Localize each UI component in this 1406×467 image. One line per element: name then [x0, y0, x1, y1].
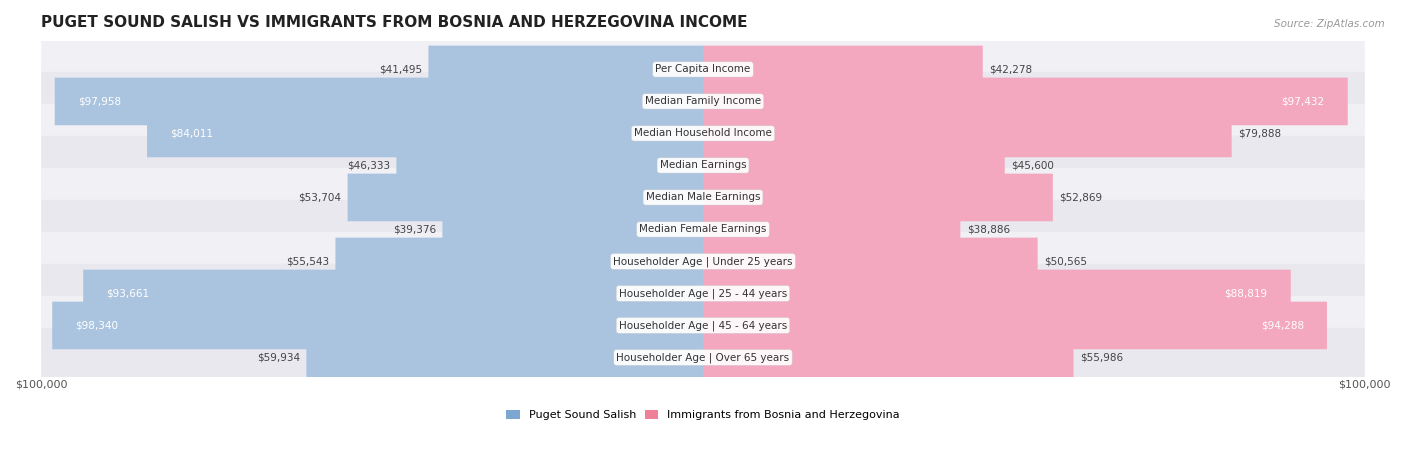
Text: $50,565: $50,565 [1045, 256, 1087, 267]
Text: Median Household Income: Median Household Income [634, 128, 772, 138]
FancyBboxPatch shape [703, 302, 1327, 349]
FancyBboxPatch shape [347, 174, 703, 221]
Text: $42,278: $42,278 [990, 64, 1032, 74]
FancyBboxPatch shape [41, 72, 1365, 131]
Text: $84,011: $84,011 [170, 128, 214, 138]
FancyBboxPatch shape [336, 238, 703, 285]
FancyBboxPatch shape [307, 333, 703, 381]
FancyBboxPatch shape [703, 78, 1348, 125]
FancyBboxPatch shape [83, 269, 703, 317]
FancyBboxPatch shape [55, 78, 703, 125]
FancyBboxPatch shape [41, 232, 1365, 291]
Text: $39,376: $39,376 [392, 225, 436, 234]
Text: $97,958: $97,958 [77, 96, 121, 106]
Text: $52,869: $52,869 [1060, 192, 1102, 202]
FancyBboxPatch shape [148, 110, 703, 157]
Text: Median Female Earnings: Median Female Earnings [640, 225, 766, 234]
FancyBboxPatch shape [429, 46, 703, 93]
Text: $38,886: $38,886 [967, 225, 1010, 234]
Text: $93,661: $93,661 [107, 289, 149, 298]
Text: $88,819: $88,819 [1225, 289, 1268, 298]
FancyBboxPatch shape [703, 46, 983, 93]
FancyBboxPatch shape [703, 269, 1291, 317]
Text: $59,934: $59,934 [257, 353, 299, 362]
FancyBboxPatch shape [703, 333, 1074, 381]
Text: $45,600: $45,600 [1011, 161, 1054, 170]
Legend: Puget Sound Salish, Immigrants from Bosnia and Herzegovina: Puget Sound Salish, Immigrants from Bosn… [502, 405, 904, 425]
Text: $53,704: $53,704 [298, 192, 342, 202]
FancyBboxPatch shape [703, 110, 1232, 157]
FancyBboxPatch shape [703, 142, 1005, 189]
Text: PUGET SOUND SALISH VS IMMIGRANTS FROM BOSNIA AND HERZEGOVINA INCOME: PUGET SOUND SALISH VS IMMIGRANTS FROM BO… [41, 15, 748, 30]
Text: $79,888: $79,888 [1239, 128, 1281, 138]
Text: $41,495: $41,495 [378, 64, 422, 74]
FancyBboxPatch shape [41, 328, 1365, 387]
FancyBboxPatch shape [41, 168, 1365, 227]
Text: $98,340: $98,340 [76, 320, 118, 331]
FancyBboxPatch shape [703, 205, 960, 253]
Text: Median Family Income: Median Family Income [645, 96, 761, 106]
Text: Median Male Earnings: Median Male Earnings [645, 192, 761, 202]
FancyBboxPatch shape [396, 142, 703, 189]
Text: $97,432: $97,432 [1281, 96, 1324, 106]
Text: Householder Age | 45 - 64 years: Householder Age | 45 - 64 years [619, 320, 787, 331]
Text: Median Earnings: Median Earnings [659, 161, 747, 170]
Text: Per Capita Income: Per Capita Income [655, 64, 751, 74]
Text: Householder Age | Under 25 years: Householder Age | Under 25 years [613, 256, 793, 267]
FancyBboxPatch shape [41, 136, 1365, 195]
Text: Householder Age | Over 65 years: Householder Age | Over 65 years [616, 352, 790, 363]
FancyBboxPatch shape [41, 40, 1365, 99]
Text: $55,543: $55,543 [285, 256, 329, 267]
FancyBboxPatch shape [41, 296, 1365, 355]
Text: $94,288: $94,288 [1261, 320, 1303, 331]
FancyBboxPatch shape [443, 205, 703, 253]
Text: $46,333: $46,333 [347, 161, 389, 170]
FancyBboxPatch shape [52, 302, 703, 349]
Text: Householder Age | 25 - 44 years: Householder Age | 25 - 44 years [619, 288, 787, 299]
Text: $55,986: $55,986 [1080, 353, 1123, 362]
FancyBboxPatch shape [41, 104, 1365, 163]
FancyBboxPatch shape [41, 200, 1365, 259]
Text: Source: ZipAtlas.com: Source: ZipAtlas.com [1274, 19, 1385, 28]
FancyBboxPatch shape [41, 264, 1365, 323]
FancyBboxPatch shape [703, 238, 1038, 285]
FancyBboxPatch shape [703, 174, 1053, 221]
